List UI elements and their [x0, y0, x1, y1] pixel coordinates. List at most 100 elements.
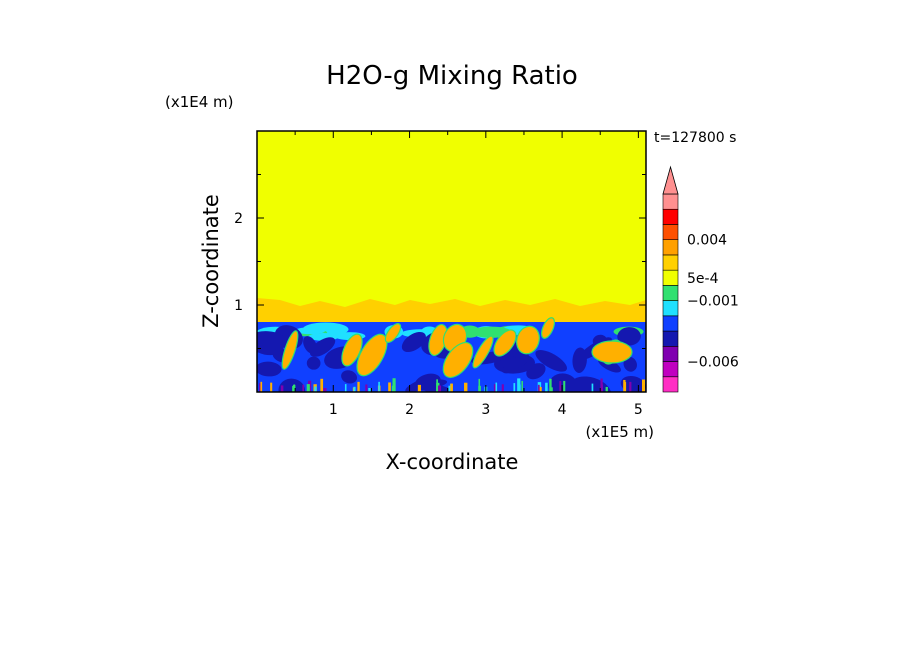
surface-spike [478, 378, 481, 392]
surface-spike [513, 383, 516, 392]
moist-plume [541, 317, 555, 339]
surface-spike [392, 378, 396, 392]
surface-spike [353, 386, 356, 392]
surface-spike [388, 382, 391, 392]
colorbar-band [662, 224, 679, 240]
x-tick-label: 1 [329, 402, 338, 418]
colorbar-arrow [662, 165, 679, 195]
surface-spike [270, 382, 273, 392]
colorbar-band [662, 239, 679, 256]
surface-spike [493, 384, 496, 392]
surface-spike [368, 387, 371, 392]
surface-spike [365, 384, 368, 392]
y-tick-label: 2 [234, 211, 243, 227]
surface-spike [600, 384, 603, 392]
y-axis: 12 [234, 174, 646, 349]
dark-blue-patch [623, 356, 637, 372]
surface-spike [260, 381, 263, 392]
surface-spike [417, 384, 421, 392]
dark-blue-patch [401, 331, 426, 353]
y-axis-label: Z-coordinate [199, 194, 223, 328]
moist-plume [591, 340, 633, 364]
surface-spike [539, 386, 542, 392]
surface-spike [378, 381, 380, 392]
surface-spike [591, 383, 594, 392]
lower-layer-features [257, 317, 646, 392]
dark-blue-patch [617, 327, 641, 346]
surface-spike [357, 381, 360, 392]
time-label: t=127800 s [654, 130, 736, 146]
x-tick-label: 4 [558, 402, 567, 418]
colorbar-label: 0.004 [687, 233, 727, 249]
dark-blue-patch [309, 337, 336, 357]
moist-plume [384, 323, 402, 343]
colorbar-label: −0.001 [687, 294, 739, 310]
colorbar-band [662, 254, 679, 271]
surface-spike [563, 380, 566, 392]
moist-plume [472, 335, 494, 369]
dark-blue-patch [341, 370, 358, 384]
moist-plume [281, 330, 299, 370]
surface-spike [323, 387, 327, 392]
moist-plume [516, 325, 540, 355]
cyan-streak [294, 327, 326, 335]
chart-title: H2O-g Mixing Ratio [326, 61, 578, 91]
x-tick-label: 2 [405, 402, 414, 418]
x-tick-label: 3 [481, 402, 490, 418]
surface-spike [538, 384, 540, 392]
surface-spike [437, 385, 442, 392]
surface-spike [314, 386, 317, 392]
surface-spike [302, 384, 305, 392]
surface-spike [501, 384, 504, 392]
surface-spike [549, 378, 552, 392]
x-axis-label: X-coordinate [386, 450, 519, 474]
surface-spike [464, 382, 468, 392]
colorbar-band [662, 346, 679, 362]
surface-spike [550, 387, 553, 392]
surface-spike [344, 384, 347, 392]
colorbar-label: 5e-4 [687, 271, 719, 287]
surface-spike [641, 379, 646, 392]
colorbar-band [662, 285, 679, 301]
surface-spike [259, 383, 262, 392]
surface-spike [624, 382, 627, 392]
surface-spike [521, 380, 523, 392]
surface-spike [280, 385, 284, 392]
colorbar-band [662, 361, 679, 378]
surface-spike [448, 385, 452, 392]
colorbar-band [662, 315, 679, 332]
colorbar-band [662, 376, 679, 393]
colorbar-band [662, 193, 679, 210]
surface-spike [293, 384, 296, 392]
dark-blue-patch [620, 375, 646, 392]
dark-blue-patch [257, 361, 282, 377]
moist-plume [442, 341, 474, 379]
surface-spike [320, 378, 324, 392]
transition-top-edge [257, 296, 646, 307]
surface-spike [517, 384, 521, 392]
colorbar-label: −0.006 [687, 355, 739, 371]
moist-plume [356, 333, 388, 377]
colorbar: 0.004 5e-4 −0.001 −0.006 [662, 165, 739, 393]
y-unit-label: (x1E4 m) [165, 93, 234, 111]
surface-spike [436, 379, 438, 392]
surface-spike [450, 383, 453, 392]
dark-blue-patch [278, 378, 306, 392]
colorbar-band [662, 330, 679, 347]
surface-spike [605, 386, 608, 392]
surface-spike [559, 381, 562, 392]
surface-spike [495, 382, 498, 392]
colorbar-band [662, 208, 679, 225]
y-tick-label: 1 [234, 298, 243, 314]
dark-blue-patch [257, 331, 286, 348]
x-unit-label: (x1E5 m) [585, 423, 654, 441]
surface-spike [306, 384, 310, 392]
dark-blue-patch [306, 356, 321, 370]
surface-spike [545, 382, 548, 392]
moist-plume [341, 333, 363, 367]
colorbar-band [662, 269, 679, 286]
dark-blue-patch [535, 350, 568, 372]
moist-plume [493, 329, 517, 357]
